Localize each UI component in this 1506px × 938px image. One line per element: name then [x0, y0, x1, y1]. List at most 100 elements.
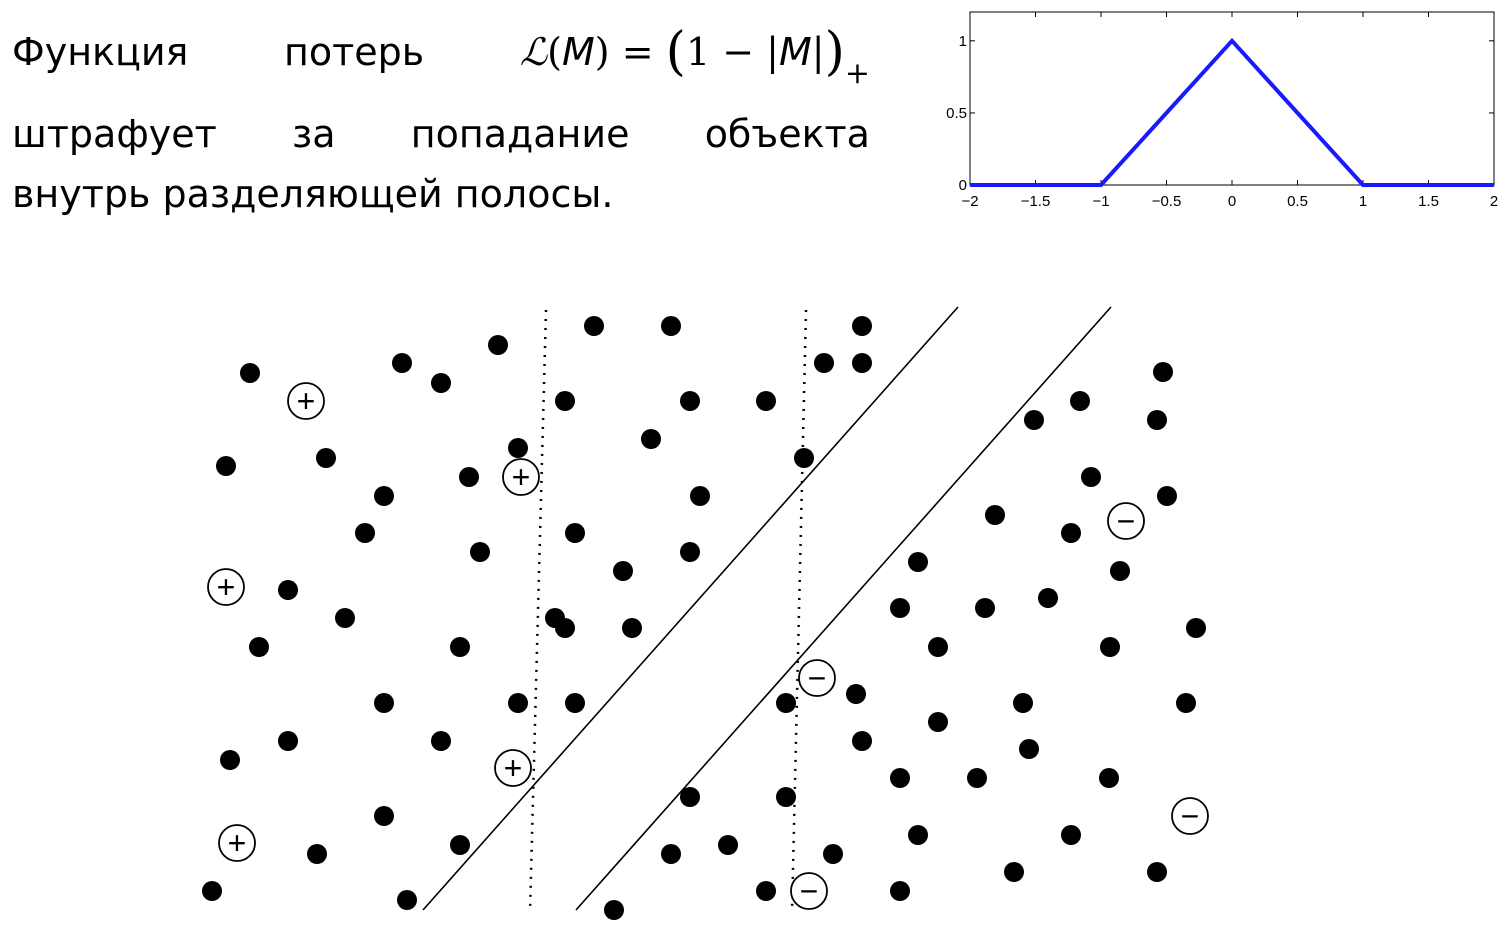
plus-class-marker-circle: [218, 824, 256, 862]
minus-class-marker-symbol: −: [800, 873, 819, 909]
data-point: [1100, 637, 1120, 657]
data-point: [278, 731, 298, 751]
data-point: [975, 598, 995, 618]
data-point: [908, 825, 928, 845]
plus-class-marker: +: [494, 749, 532, 787]
data-point: [374, 806, 394, 826]
data-point: [1081, 467, 1101, 487]
plus-class-marker: +: [207, 568, 245, 606]
data-point: [1061, 825, 1081, 845]
data-point: [1061, 523, 1081, 543]
data-point: [555, 618, 575, 638]
word-obekta: объекта: [704, 112, 870, 156]
data-point: [661, 316, 681, 336]
data-point: [1157, 486, 1177, 506]
minus-class-marker: −: [798, 659, 836, 697]
data-point: [392, 353, 412, 373]
data-point: [470, 542, 490, 562]
minus-class-marker: −: [1171, 797, 1209, 835]
data-point: [852, 316, 872, 336]
data-point: [985, 505, 1005, 525]
x-tick-label: −2: [961, 193, 978, 210]
data-point: [890, 881, 910, 901]
loss-formula: ℒ(M) = (1 − |M|)+: [519, 22, 870, 91]
plus-class-marker-circle: [494, 749, 532, 787]
description-text: Функция потерь ℒ(M) = (1 − |M|)+ штрафуе…: [12, 22, 870, 224]
formula-minus: −: [722, 30, 755, 74]
data-point: [584, 316, 604, 336]
data-point: [278, 580, 298, 600]
data-point: [355, 523, 375, 543]
data-point: [756, 881, 776, 901]
plus-class-marker-symbol: +: [228, 825, 247, 861]
data-point: [852, 353, 872, 373]
data-point: [1013, 693, 1033, 713]
plus-class-marker-symbol: +: [217, 569, 236, 605]
data-point: [890, 768, 910, 788]
data-point: [1004, 862, 1024, 882]
data-point: [565, 693, 585, 713]
data-point: [641, 429, 661, 449]
minus-class-marker-circle: [1171, 797, 1209, 835]
x-tick-label: 1: [1359, 193, 1367, 210]
minus-class-marker: −: [1107, 502, 1145, 540]
data-point: [459, 467, 479, 487]
data-point: [776, 787, 796, 807]
data-point: [967, 768, 987, 788]
minus-class-marker-symbol: −: [808, 660, 827, 696]
minus-class-marker-circle: [798, 659, 836, 697]
y-tick-label: 1: [959, 33, 967, 50]
plus-class-marker-symbol: +: [297, 383, 316, 419]
data-point: [604, 900, 624, 920]
formula-abs-var: M: [778, 30, 812, 74]
loss-line: [970, 37, 1494, 187]
x-tick-label: −1: [1092, 193, 1109, 210]
data-point: [508, 438, 528, 458]
data-point: [814, 353, 834, 373]
margin-boundary-right: [790, 309, 808, 913]
y-tick-label: 0: [959, 177, 967, 194]
data-point: [565, 523, 585, 543]
data-point: [1070, 391, 1090, 411]
data-point: [928, 712, 948, 732]
data-point: [216, 456, 236, 476]
formula-eq: =: [621, 30, 654, 74]
data-point: [794, 448, 814, 468]
x-tick-label: 1.5: [1418, 193, 1439, 210]
data-point: [202, 881, 222, 901]
data-point: [431, 373, 451, 393]
x-tick-label: −0.5: [1152, 193, 1182, 210]
data-point: [756, 391, 776, 411]
data-point: [397, 890, 417, 910]
data-point: [622, 618, 642, 638]
minus-class-marker-circle: [1107, 502, 1145, 540]
data-point: [220, 750, 240, 770]
data-point: [1153, 362, 1173, 382]
data-point: [307, 844, 327, 864]
data-point: [1186, 618, 1206, 638]
plus-class-marker: +: [502, 458, 540, 496]
data-point: [718, 835, 738, 855]
data-point: [335, 608, 355, 628]
minus-class-marker-symbol: −: [1117, 503, 1136, 539]
data-point: [1147, 410, 1167, 430]
plus-class-marker-circle: [287, 382, 325, 420]
data-point: [823, 844, 843, 864]
minus-class-marker: −: [790, 872, 828, 910]
plus-class-marker-symbol: +: [504, 750, 523, 786]
data-point: [240, 363, 260, 383]
data-point: [846, 684, 866, 704]
text-line-2: штрафует за попадание объекта: [12, 104, 870, 164]
plus-class-marker-circle: [502, 458, 540, 496]
data-point: [431, 731, 451, 751]
plus-class-marker-circle: [207, 568, 245, 606]
plus-class-marker-symbol: +: [512, 459, 531, 495]
data-point: [690, 486, 710, 506]
data-point: [374, 693, 394, 713]
data-point: [488, 335, 508, 355]
x-tick-label: 0: [1228, 193, 1236, 210]
data-point: [1110, 561, 1130, 581]
word-funktsiya: Функция: [12, 30, 189, 74]
x-tick-label: 0.5: [1287, 193, 1308, 210]
